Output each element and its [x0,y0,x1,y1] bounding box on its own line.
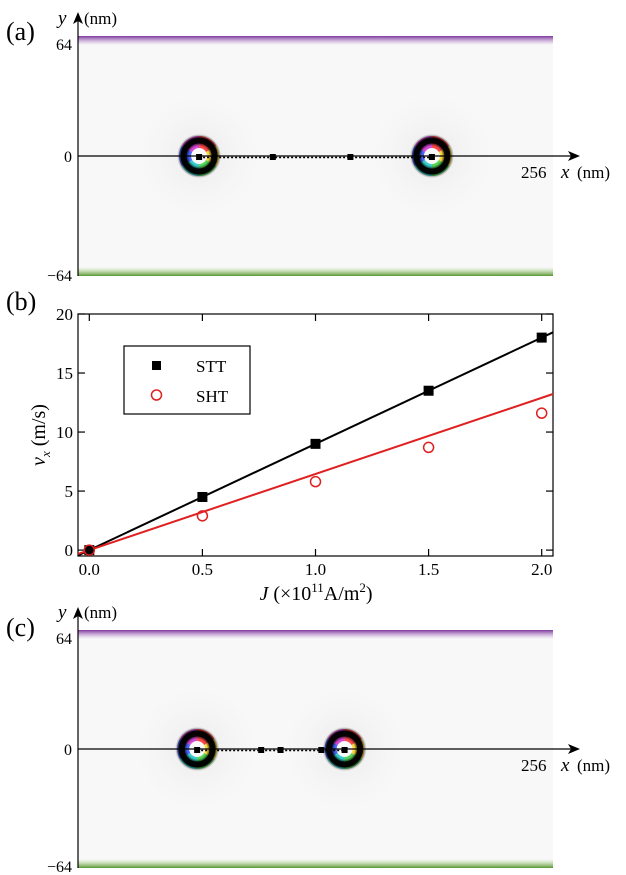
y-tick-label: 15 [56,364,73,383]
panel-b-series [77,331,554,557]
panel-a: (a) y (nm) 64 0 −64 256 x (nm) [6,8,610,285]
fit-line-sht [77,393,554,555]
data-point-stt [84,545,95,556]
panel-c-y-arrow [73,607,83,619]
panel-c-x-axis-unit: (nm) [577,756,610,775]
trajectory-marker [196,154,203,160]
panel-a-x-end-tick: 256 [521,163,547,182]
panel-c-top-edge [78,630,553,639]
data-point-sht [83,544,96,556]
panel-c-bottom-edge [78,859,553,868]
panel-a-trajectory [196,154,435,160]
panel-a-y-tick-top: 64 [56,37,72,54]
panel-c: (c) y (nm) 64 0 −64 256 x (nm) [6,602,610,875]
panel-a-y-tick-zero: 0 [64,149,72,166]
panel-c-x-axis-label: x [560,755,570,776]
panel-c-y-tick-top: 64 [56,631,72,648]
panel-a-x-arrow [568,151,580,161]
x-tick-label: 0.5 [192,560,213,579]
panel-a-label: (a) [6,17,35,46]
x-tick-label: 2.0 [531,560,552,579]
panel-c-trajectory [194,747,348,753]
data-point-sht [196,510,209,522]
legend-marker-stt [152,361,161,370]
data-point-stt [310,438,321,449]
data-point-sht [535,407,548,419]
legend-label-stt: STT [196,357,227,376]
trajectory-marker [269,154,276,160]
trajectory-marker [347,154,354,160]
trajectory-marker [341,747,348,753]
panel-a-bottom-edge [78,267,553,276]
legend-label-sht: SHT [196,387,229,406]
data-point-stt [423,385,434,396]
panel-c-x-arrow [568,744,580,754]
data-point-sht [422,441,435,454]
panel-c-y-axis-label: y [56,602,67,623]
trajectory-marker [318,747,325,753]
panel-c-y-tick-bottom: −64 [47,859,72,875]
panel-a-top-edge [78,36,553,45]
panel-c-x-end-tick: 256 [521,756,547,775]
y-tick-label: 0 [65,541,74,560]
trajectory-marker [194,747,201,753]
trajectory-marker [428,154,435,160]
panel-b-legend: STT SHT [123,345,251,415]
y-tick-label: 10 [56,423,73,442]
y-tick-label: 5 [65,482,74,501]
trajectory-marker [277,747,284,753]
legend-box [123,345,251,415]
y-tick-label: 20 [56,305,73,324]
panel-a-x-axis-unit: (nm) [577,163,610,182]
panel-a-y-axis-label: y [56,8,67,29]
x-tick-label: 0.0 [79,560,100,579]
x-tick-label: 1.5 [418,560,439,579]
legend-marker-sht [150,389,163,401]
data-point-stt [197,491,208,502]
panel-b-ticks: 0.0 0.5 1.0 1.5 2.0 0 5 10 15 20 [56,305,553,579]
panel-b-label: (b) [6,287,36,316]
panel-b: (b) 0.0 0.5 1.0 1.5 2.0 0 5 10 15 20 STT SHT vx (… [6,287,554,605]
x-tick-label: 1.0 [305,560,326,579]
panel-a-y-arrow [73,12,83,24]
data-point-stt [536,332,547,343]
panel-a-x-axis-label: x [560,162,570,183]
panel-c-label: (c) [6,613,35,642]
panel-a-y-tick-bottom: −64 [47,268,72,285]
panel-a-y-axis-unit: (nm) [84,9,117,28]
trajectory-marker [258,747,265,753]
panel-b-x-axis-title: J (×1011A/m2) [259,580,372,605]
data-point-sht [309,475,322,488]
panel-c-y-tick-zero: 0 [64,742,72,759]
panel-c-y-axis-unit: (nm) [84,603,117,622]
panel-b-y-axis-title: vx (m/s) [28,404,53,466]
